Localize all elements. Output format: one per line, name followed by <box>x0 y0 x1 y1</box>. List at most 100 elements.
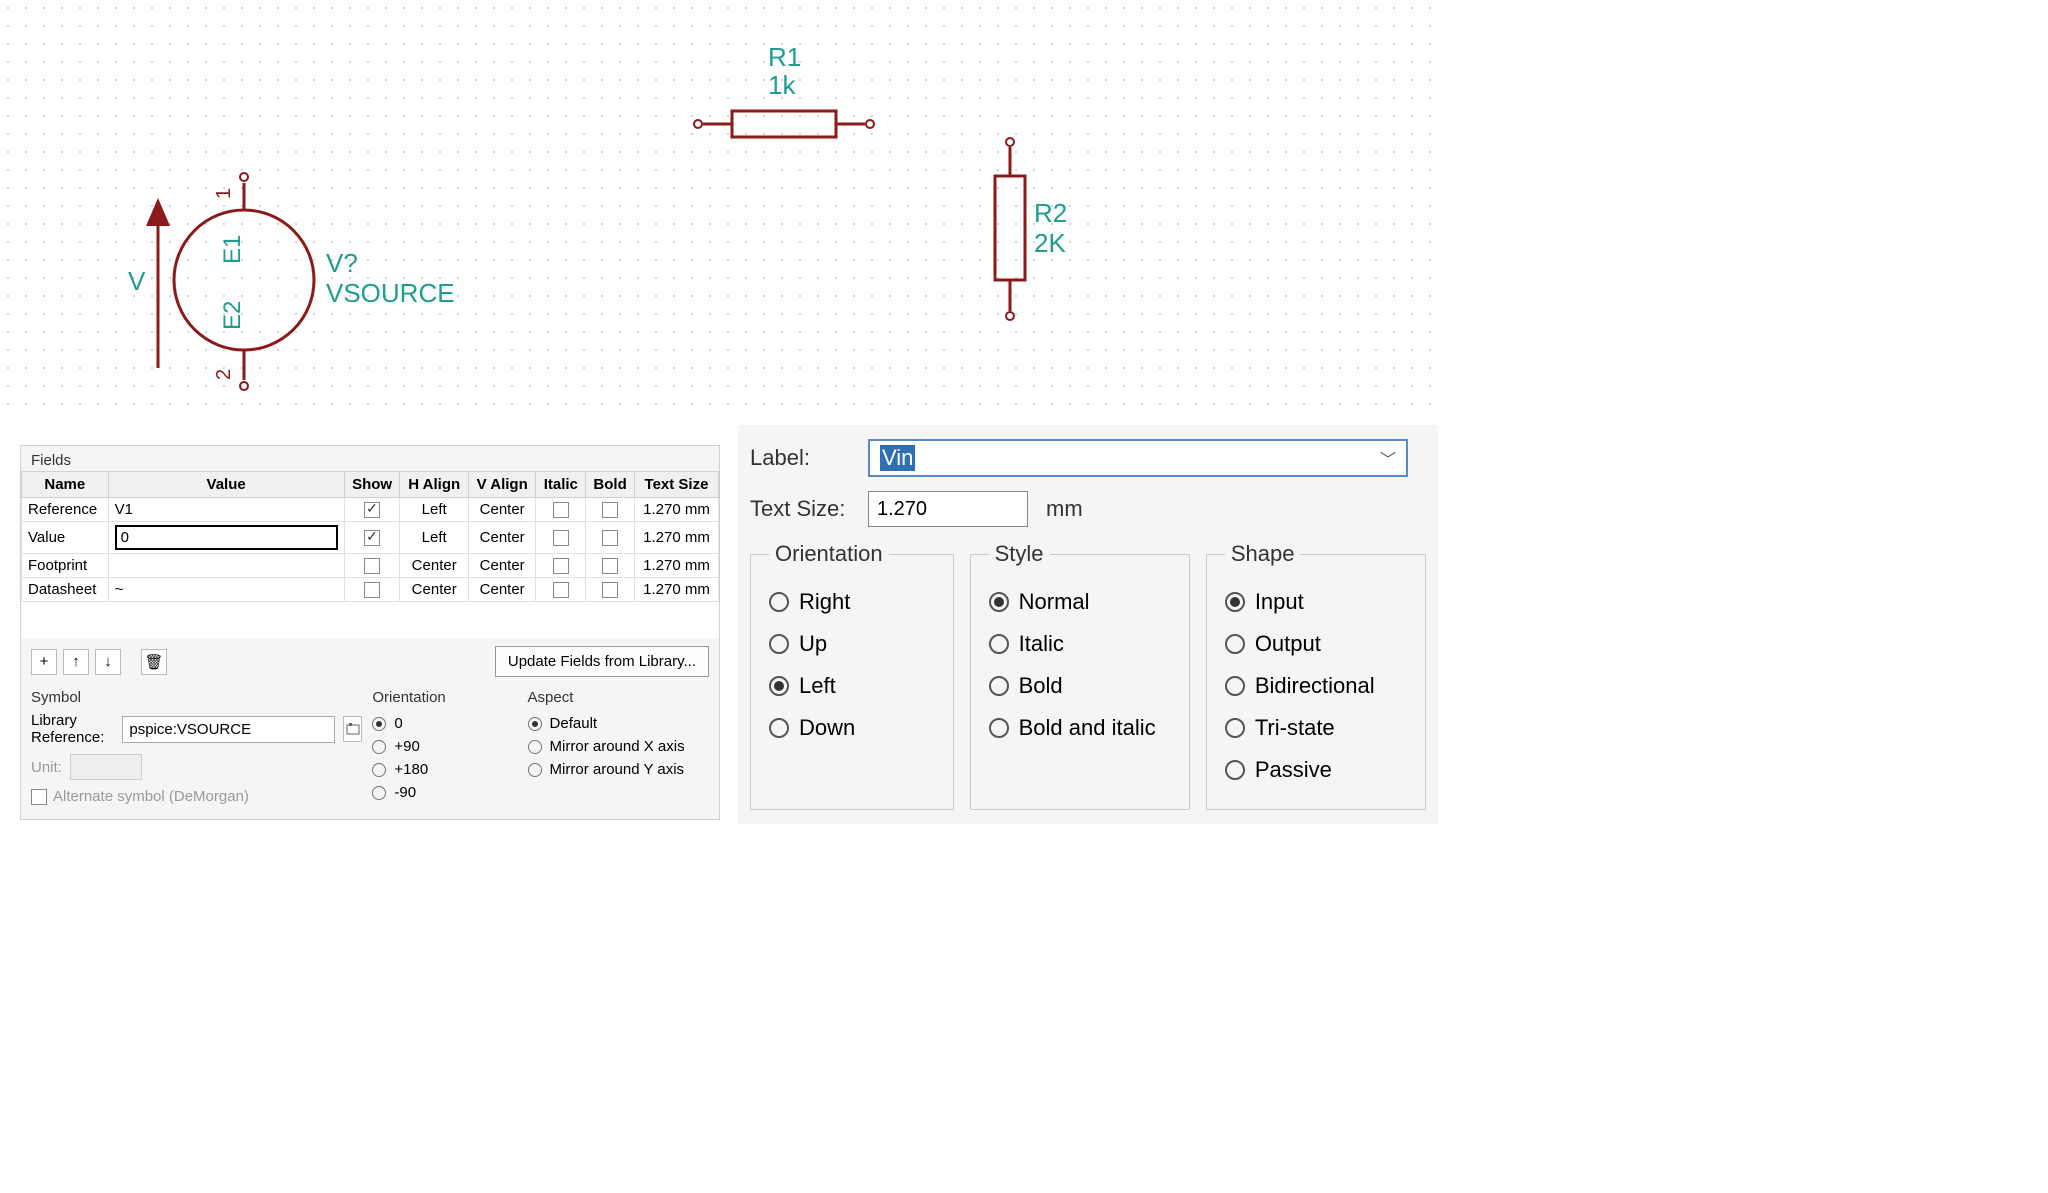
italic-checkbox[interactable] <box>553 502 569 518</box>
aspect-section-label: Aspect <box>528 689 709 706</box>
bold-checkbox[interactable] <box>602 502 618 518</box>
fields-label: Fields <box>21 446 719 471</box>
orientation-left-option[interactable]: +180 <box>372 758 517 781</box>
svg-text:V: V <box>128 266 146 296</box>
bold-checkbox[interactable] <box>602 558 618 574</box>
schematic-canvas[interactable]: 12E1E2V?VSOURCEVR11kR22K <box>0 0 1440 430</box>
italic-checkbox[interactable] <box>553 582 569 598</box>
svg-text:1: 1 <box>213 188 235 199</box>
orientation-section-label: Orientation <box>372 689 517 706</box>
label-field-label: Label: <box>750 445 850 471</box>
style-option[interactable]: Bold and italic <box>989 707 1171 749</box>
add-field-button[interactable]: + <box>31 649 57 675</box>
aspect-option-label: Mirror around X axis <box>550 738 685 755</box>
orientation-left-option[interactable]: +90 <box>372 735 517 758</box>
library-reference-input[interactable] <box>122 716 335 743</box>
italic-checkbox[interactable] <box>553 558 569 574</box>
shape-option-label: Passive <box>1255 757 1332 783</box>
text-size-label: Text Size: <box>750 496 850 522</box>
table-row[interactable]: Datasheet~CenterCenter1.270 mm <box>22 578 719 602</box>
show-checkbox[interactable] <box>364 530 380 546</box>
table-row[interactable]: ValueLeftCenter1.270 mm <box>22 522 719 554</box>
svg-text:E2: E2 <box>219 301 246 330</box>
show-checkbox[interactable] <box>364 558 380 574</box>
shape-legend: Shape <box>1225 541 1301 567</box>
svg-text:R2: R2 <box>1034 198 1067 228</box>
text-size-input[interactable] <box>868 491 1028 527</box>
chevron-down-icon: ﹀ <box>1380 446 1396 470</box>
symbol-section-label: Symbol <box>31 689 362 706</box>
style-option[interactable]: Bold <box>989 665 1171 707</box>
svg-text:E1: E1 <box>219 235 246 264</box>
orientation-option-label: Down <box>799 715 855 741</box>
orientation-option-label: Right <box>799 589 850 615</box>
move-up-button[interactable]: ↑ <box>63 649 89 675</box>
fields-header: Name <box>22 472 109 498</box>
schematic-svg: 12E1E2V?VSOURCEVR11kR22K <box>0 0 1440 420</box>
style-group: Style Normal Italic BoldBold and italic <box>970 541 1190 810</box>
label-properties-panel: Label: Vin ﹀ Text Size: mm Orientation R… <box>738 425 1438 824</box>
svg-text:V?: V? <box>326 248 358 278</box>
move-down-button[interactable]: ↓ <box>95 649 121 675</box>
symbol-properties-panel: Fields NameValueShowH AlignV AlignItalic… <box>20 445 720 820</box>
aspect-option[interactable]: Mirror around X axis <box>528 735 709 758</box>
style-legend: Style <box>989 541 1050 567</box>
aspect-option[interactable]: Mirror around Y axis <box>528 758 709 781</box>
orientation-left-option-label: +180 <box>394 761 428 778</box>
orientation-option-label: Left <box>799 673 836 699</box>
fields-header: V Align <box>468 472 536 498</box>
svg-text:R1: R1 <box>768 42 801 72</box>
italic-checkbox[interactable] <box>553 530 569 546</box>
table-row[interactable]: FootprintCenterCenter1.270 mm <box>22 554 719 578</box>
shape-option-label: Input <box>1255 589 1304 615</box>
orientation-group: Orientation Right Up Left Down <box>750 541 954 810</box>
style-option-label: Normal <box>1019 589 1090 615</box>
shape-option[interactable]: Input <box>1225 581 1407 623</box>
style-option[interactable]: Italic <box>989 623 1171 665</box>
orientation-left-option-label: 0 <box>394 715 402 732</box>
label-combo-value: Vin <box>880 445 915 471</box>
shape-option[interactable]: Passive <box>1225 749 1407 791</box>
orientation-left-option[interactable]: -90 <box>372 781 517 804</box>
bold-checkbox[interactable] <box>602 530 618 546</box>
shape-option[interactable]: Tri-state <box>1225 707 1407 749</box>
orientation-left-option-label: +90 <box>394 738 419 755</box>
fields-header: Text Size <box>634 472 718 498</box>
svg-text:2: 2 <box>213 369 235 380</box>
library-browse-button[interactable] <box>343 716 362 742</box>
orientation-left-option[interactable]: 0 <box>372 712 517 735</box>
aspect-option-label: Mirror around Y axis <box>550 761 685 778</box>
orientation-option[interactable]: Up <box>769 623 935 665</box>
style-option-label: Italic <box>1019 631 1064 657</box>
unit-label: Unit: <box>31 759 62 776</box>
orientation-option-label: Up <box>799 631 827 657</box>
shape-group: Shape Input Output Bidirectional Tri-state P… <box>1206 541 1426 810</box>
svg-text:1k: 1k <box>768 70 796 100</box>
shape-option[interactable]: Bidirectional <box>1225 665 1407 707</box>
table-row[interactable]: ReferenceV1LeftCenter1.270 mm <box>22 498 719 522</box>
orientation-legend: Orientation <box>769 541 889 567</box>
orientation-option[interactable]: Right <box>769 581 935 623</box>
value-cell-input[interactable] <box>115 525 338 550</box>
aspect-option-label: Default <box>550 715 598 732</box>
label-combo[interactable]: Vin ﹀ <box>868 439 1408 477</box>
style-option[interactable]: Normal <box>989 581 1171 623</box>
shape-option-label: Bidirectional <box>1255 673 1375 699</box>
show-checkbox[interactable] <box>364 502 380 518</box>
fields-header: Italic <box>536 472 586 498</box>
shape-option-label: Tri-state <box>1255 715 1335 741</box>
fields-header: Show <box>344 472 400 498</box>
orientation-option[interactable]: Down <box>769 707 935 749</box>
unit-combo <box>70 754 142 780</box>
update-fields-button[interactable]: Update Fields from Library... <box>495 646 709 677</box>
text-size-unit: mm <box>1046 496 1083 522</box>
aspect-option[interactable]: Default <box>528 712 709 735</box>
fields-header: Value <box>108 472 344 498</box>
svg-text:VSOURCE: VSOURCE <box>326 278 455 308</box>
bold-checkbox[interactable] <box>602 582 618 598</box>
orientation-option[interactable]: Left <box>769 665 935 707</box>
shape-option[interactable]: Output <box>1225 623 1407 665</box>
show-checkbox[interactable] <box>364 582 380 598</box>
delete-field-button[interactable]: 🗑 <box>141 649 167 675</box>
fields-header: Bold <box>586 472 635 498</box>
